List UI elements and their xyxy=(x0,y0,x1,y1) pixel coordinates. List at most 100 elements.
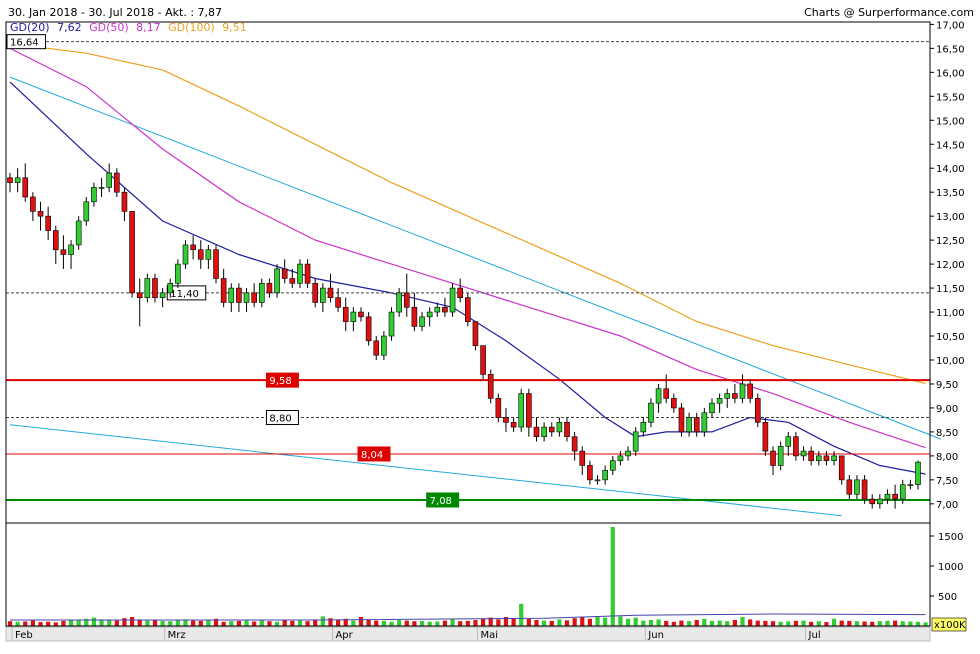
volume-bar xyxy=(297,620,303,626)
date-tick-label: Jun xyxy=(647,630,664,641)
candle-body xyxy=(686,417,692,433)
volume-bar xyxy=(61,620,66,626)
level-label: 7,08 xyxy=(430,496,452,507)
level-label: 8,80 xyxy=(269,414,291,425)
candle-body xyxy=(564,422,570,438)
date-tick-label: Feb xyxy=(15,630,33,641)
candle-body xyxy=(7,177,13,183)
price-tick-label: 13,50 xyxy=(936,188,965,199)
candle-body xyxy=(602,469,608,481)
volume-bar xyxy=(473,620,478,626)
date-tick-label: Apr xyxy=(335,630,353,641)
volume-bar xyxy=(267,621,272,626)
candle-body xyxy=(411,306,418,327)
candle-body xyxy=(617,455,624,461)
candle-body xyxy=(480,345,486,375)
candle-body xyxy=(327,287,334,298)
candle-body xyxy=(426,311,433,318)
moving-average-line xyxy=(9,47,926,449)
volume-tick-label: 1500 xyxy=(938,532,963,543)
volume-unit-label: x100K xyxy=(934,620,966,631)
candle-body xyxy=(671,398,677,409)
legend-value-gd20: 7,62 xyxy=(57,21,82,34)
volume-bar xyxy=(358,617,364,626)
volume-bar xyxy=(595,616,600,626)
candle-body xyxy=(52,230,59,251)
legend-label-gd50: GD(50) xyxy=(89,21,129,34)
legend-text: GD(20) 7,62 GD(50) 8,17 GD(100) 9,51 xyxy=(10,21,247,34)
volume-bar xyxy=(763,620,768,626)
candle-body xyxy=(190,244,196,251)
price-tick-label: 17,00 xyxy=(936,20,965,31)
price-axis: 7,00 7,50 8,00 8,50 9,00 9,50 10,00 10,50 11,00 1… xyxy=(930,20,965,511)
volume-bar xyxy=(38,622,43,626)
volume-bar xyxy=(755,620,760,626)
candle-body xyxy=(823,455,830,461)
volume-bar xyxy=(114,620,119,626)
date-range: 30. Jan 2018 - 30. Jul 2018 - Akt. : 7,8… xyxy=(8,6,222,19)
volume-bar xyxy=(30,620,35,626)
volume-bar xyxy=(748,619,753,626)
credit-text: Charts @ Surperformance.com xyxy=(804,6,974,19)
candle-body xyxy=(350,311,357,322)
volume-bar xyxy=(564,620,570,626)
volume-bar xyxy=(702,618,707,626)
price-tick-label: 10,50 xyxy=(936,332,965,343)
candle-body xyxy=(541,426,547,438)
volume-bar xyxy=(824,622,829,626)
price-tick-label: 9,00 xyxy=(936,404,958,415)
volume-bar xyxy=(725,621,730,626)
volume-bar xyxy=(900,621,905,626)
candle-body xyxy=(449,287,456,313)
volume-panel: 500 1000 1500 x100K xyxy=(7,527,967,632)
volume-bar xyxy=(694,620,699,626)
level-label: 9,58 xyxy=(269,376,291,387)
price-tick-label: 16,00 xyxy=(936,68,965,79)
candle-body xyxy=(816,455,822,461)
candle-body xyxy=(297,263,303,284)
candle-body xyxy=(403,292,410,308)
candle-body xyxy=(68,244,74,255)
volume-bar xyxy=(351,620,356,626)
volume-bar xyxy=(809,621,814,626)
candle-body xyxy=(182,244,189,265)
candle-body xyxy=(396,292,402,313)
candle-body xyxy=(907,484,914,486)
candle-body xyxy=(136,292,143,298)
volume-bar xyxy=(236,620,242,626)
candle-body xyxy=(663,388,670,399)
candle-body xyxy=(465,297,471,322)
level-label-box xyxy=(265,372,299,388)
volume-bar xyxy=(374,620,379,626)
volume-bar xyxy=(542,620,547,626)
volume-bar xyxy=(786,621,791,626)
candle-body xyxy=(258,282,265,303)
price-tick-label: 14,00 xyxy=(936,164,965,175)
volume-bar xyxy=(770,621,776,626)
volume-bar xyxy=(870,621,875,626)
volume-bar xyxy=(656,619,661,626)
volume-bar xyxy=(816,621,821,626)
candle-body xyxy=(808,450,814,461)
candle-body xyxy=(213,249,219,279)
price-tick-label: 7,00 xyxy=(936,500,958,511)
volume-bar xyxy=(465,620,470,626)
candle-body xyxy=(678,407,685,433)
candle-body xyxy=(457,287,463,298)
volume-unit-box xyxy=(931,617,967,632)
moving-averages xyxy=(9,43,926,475)
trend-line xyxy=(9,76,942,440)
volume-bar xyxy=(137,619,142,626)
level-label: 11,40 xyxy=(170,289,199,300)
candle-body xyxy=(510,422,517,428)
volume-bar xyxy=(557,619,562,626)
volume-bar xyxy=(160,620,165,626)
candle-body xyxy=(495,398,502,418)
volume-bar xyxy=(244,620,249,626)
candle-body xyxy=(91,187,97,203)
candle-body xyxy=(281,268,288,279)
price-tick-label: 11,50 xyxy=(936,284,965,295)
price-tick-label: 8,00 xyxy=(936,452,958,463)
candle-body xyxy=(579,450,586,466)
